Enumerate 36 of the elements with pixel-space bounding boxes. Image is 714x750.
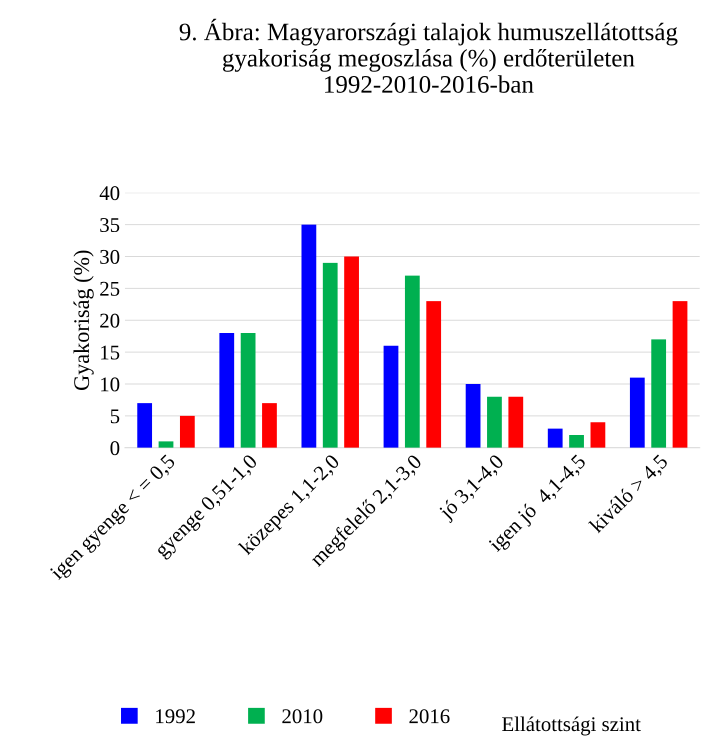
bar: [301, 224, 316, 448]
bar: [322, 262, 338, 448]
legend-label: 1992: [156, 709, 195, 724]
y-axis-title: Gyakoriság (%): [73, 250, 94, 390]
bar: [344, 256, 359, 448]
legend-label: 2016: [409, 709, 450, 724]
y-tick-label: 15: [101, 346, 120, 360]
y-tick-label: 40: [100, 186, 120, 200]
y-tick-label: 25: [100, 282, 120, 296]
bar: [487, 396, 502, 448]
bar: [137, 403, 152, 448]
bar: [569, 435, 584, 448]
bar: [219, 333, 234, 448]
bar: [180, 416, 195, 448]
bar: [240, 333, 256, 448]
y-tick-label: 20: [100, 314, 120, 328]
chart-title: 9. Ábra: Magyarországi talajok humuszellátottság gyakoriság megoszlása (%) erdőterületen 1992-2010-2016-ban: [180, 18, 678, 93]
bar: [404, 276, 420, 448]
y-tick-label: 5: [110, 409, 120, 424]
bar: [548, 428, 563, 448]
bar: [651, 339, 666, 448]
bar: [590, 422, 606, 448]
bar: [466, 384, 480, 448]
bar: [384, 346, 398, 448]
bar: [508, 396, 524, 448]
bar: [158, 441, 174, 448]
y-tick-label: 30: [100, 250, 120, 264]
y-tick-label: 0: [110, 441, 120, 456]
text: Ellátottsági szint: [502, 716, 641, 736]
bar: [262, 403, 277, 448]
y-tick-label: 10: [101, 377, 120, 392]
bar: [672, 301, 688, 448]
legend-label: 2010: [282, 709, 322, 724]
bar: [426, 301, 442, 448]
bar: [630, 378, 645, 448]
y-tick-label: 35: [100, 218, 120, 232]
